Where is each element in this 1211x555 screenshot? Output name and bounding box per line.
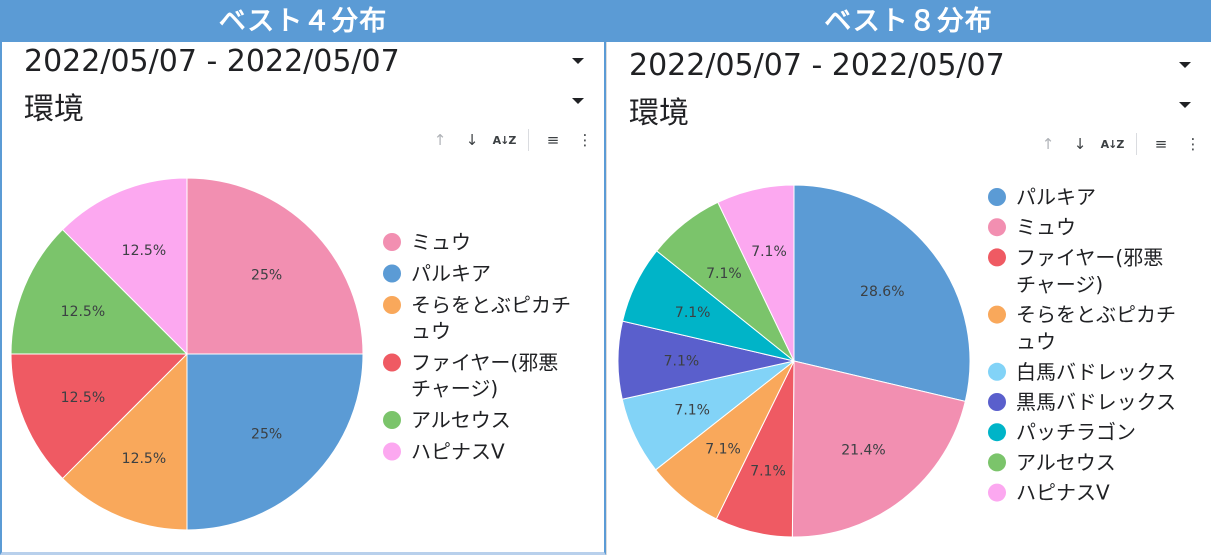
legend-marker [988,188,1006,206]
pie-slice[interactable] [10,353,189,480]
sort-az-icon[interactable]: A↓Z [492,133,517,147]
sort-az-icon[interactable]: A↓Z [1100,137,1125,151]
legend-label: チャージ) [411,377,498,401]
date-range-control[interactable]: 2022/05/07 - 2022/05/07 [24,44,584,80]
legend-label: ュウ [411,319,451,343]
pie-slice[interactable] [61,352,188,531]
slice-label: 12.5% [122,243,166,259]
legend-marker [988,218,1006,237]
legend-label: ュウ [1016,330,1056,354]
arrow-up-icon[interactable]: ↑ [433,131,447,149]
best4-panel: ベスト４分布 2022/05/07 - 2022/05/07 環境 ↑ ↓ A↓… [0,0,606,555]
legend-marker [383,353,401,372]
slice-label: 28.6% [860,284,904,300]
chevron-down-icon[interactable] [1179,62,1191,68]
slice-label: 25% [251,427,282,443]
environment-filter-label: 環境 [24,92,84,127]
slice-label: 7.1% [674,402,710,418]
legend-label: パルキア [1016,185,1096,209]
best8-panel: ベスト８分布 2022/05/07 - 2022/05/07 環境 ↑ ↓ A↓… [606,0,1211,555]
legend-marker [383,264,401,283]
legend-marker [988,393,1006,411]
legend-label: アルセウス [411,408,511,432]
legend-label: ミュウ [1016,215,1076,239]
slice-label: 12.5% [61,390,105,406]
chart-toolbar: ↑ ↓ A↓Z ≡ ⋮ [1032,132,1209,156]
arrow-up-icon[interactable]: ↑ [1041,135,1055,153]
environment-filter-label: 環境 [629,96,689,131]
legend-marker [383,411,401,429]
pie-slice[interactable] [10,228,189,355]
best4-pie-chart: 25% 25% 12.5% 12.5% 12.5% 12.5% ミュウパルキアそらをとぶピカ… [10,177,571,531]
pie-slice[interactable] [791,360,966,538]
legend-label: チャージ) [1016,272,1103,296]
toolbar-divider [528,129,529,151]
legend-label: ミュウ [411,230,471,254]
legend-label: そらをとぶピカチ [1016,303,1176,327]
chevron-down-icon[interactable] [572,58,584,64]
pie-slice[interactable] [186,353,364,531]
legend-marker [383,296,401,314]
slice-label: 21.4% [841,443,885,459]
best8-pie-chart: 28.6% 21.4% 7.1% 7.1% 7.1% 7.1% 7.1% 7.1% 7.1% パル… [617,184,1176,538]
legend-label: パッチラゴン [1016,420,1136,444]
environment-filter[interactable]: 環境 [24,84,584,127]
legend-marker [988,248,1006,267]
filter-icon[interactable]: ≡ [1154,135,1168,153]
legend-marker [988,362,1006,381]
legend-marker [988,453,1006,472]
legend-label: パルキア [411,262,491,286]
pie-slice[interactable] [793,184,971,403]
slice-label: 7.1% [706,266,742,282]
slice-label: 7.1% [750,464,786,480]
more-vert-icon[interactable]: ⋮ [577,131,593,149]
date-range-text: 2022/05/07 - 2022/05/07 [629,48,1005,83]
arrow-down-icon[interactable]: ↓ [465,131,479,149]
chevron-down-icon[interactable] [572,98,584,104]
pie-slice[interactable] [61,177,188,356]
legend-marker [383,442,401,461]
arrow-down-icon[interactable]: ↓ [1073,135,1087,153]
legend-label: 白馬バドレックス [1016,360,1176,384]
date-range-text: 2022/05/07 - 2022/05/07 [24,44,400,79]
best8-banner: ベスト８分布 [606,0,1211,42]
legend-label: 黒馬バドレックス [1016,390,1176,414]
pie-slice[interactable] [717,184,795,362]
chevron-down-icon[interactable] [1179,102,1191,108]
legend-marker [988,423,1006,442]
more-vert-icon[interactable]: ⋮ [1185,135,1201,153]
slice-label: 7.1% [664,354,700,370]
best4-banner: ベスト４分布 [0,0,606,42]
legend-label: ハピナスV [1016,481,1110,505]
environment-filter[interactable]: 環境 [629,88,1191,131]
legend-label: ハピナスV [411,440,505,464]
filter-icon[interactable]: ≡ [546,131,560,149]
toolbar-divider [1136,133,1137,155]
chart-toolbar: ↑ ↓ A↓Z ≡ ⋮ [424,128,601,152]
slice-label: 12.5% [61,304,105,320]
slice-label: 25% [251,267,282,283]
legend-label: ファイヤー(邪悪 [1016,245,1163,269]
legend-label: そらをとぶピカチ [411,293,571,317]
legend-marker [383,233,401,251]
legend-marker [988,483,1006,502]
legend-label: アルセウス [1016,450,1116,474]
slice-label: 12.5% [122,451,166,467]
legend-marker [988,305,1006,324]
legend-label: ファイヤー(邪悪 [411,351,558,375]
slice-label: 7.1% [675,305,711,321]
slice-label: 7.1% [751,244,787,260]
pie-slice[interactable] [186,177,364,355]
slice-label: 7.1% [705,442,741,458]
date-range-control[interactable]: 2022/05/07 - 2022/05/07 [629,48,1191,84]
